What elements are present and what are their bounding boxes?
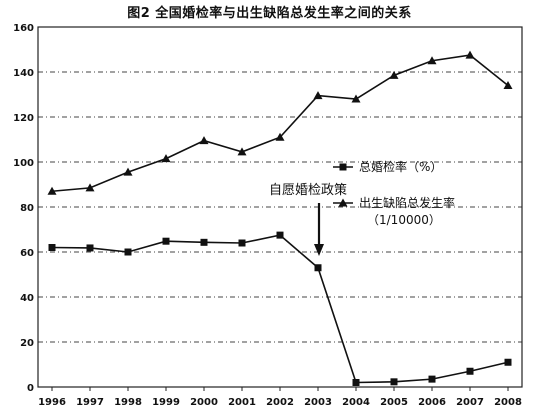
x-tick-label: 2001 xyxy=(228,397,256,408)
data-point xyxy=(199,136,209,145)
data-point xyxy=(123,167,133,176)
y-tick-label: 20 xyxy=(20,338,34,349)
annotation-arrow-head xyxy=(314,244,324,256)
x-tick-label: 2006 xyxy=(418,397,446,408)
series-layer xyxy=(47,50,513,386)
data-point xyxy=(352,379,360,386)
data-point xyxy=(351,94,361,103)
data-point xyxy=(48,244,56,251)
data-point xyxy=(86,244,94,252)
data-point xyxy=(503,81,513,89)
x-tick-label: 2008 xyxy=(494,397,522,408)
x-tick-label: 2007 xyxy=(456,397,484,408)
legend-label: 出生缺陷总发生率 xyxy=(359,195,455,210)
y-tick-label: 140 xyxy=(13,68,34,79)
legend-label-line2: （1/10000） xyxy=(367,213,441,227)
x-tick-label: 2004 xyxy=(342,397,370,408)
data-point xyxy=(427,56,437,65)
y-tick-label: 60 xyxy=(20,248,34,259)
y-tick-label: 0 xyxy=(27,383,34,394)
data-point xyxy=(275,132,285,141)
data-point xyxy=(124,248,132,256)
data-point xyxy=(200,238,208,246)
legend-marker xyxy=(338,198,348,207)
series-birth-defect-rate xyxy=(47,50,513,195)
legend: 总婚检率（%） 出生缺陷总发生率 （1/10000） xyxy=(333,159,455,227)
data-point xyxy=(238,239,246,247)
data-point xyxy=(466,367,474,375)
data-point xyxy=(389,70,399,79)
data-point xyxy=(237,147,247,156)
x-tick-label: 1999 xyxy=(152,397,180,408)
axes xyxy=(37,26,523,391)
annotation: 自愿婚检政策 xyxy=(269,182,347,256)
x-tick-label: 1996 xyxy=(38,397,66,408)
data-point xyxy=(504,358,512,366)
legend-marker xyxy=(339,163,347,171)
data-point xyxy=(465,50,475,59)
data-point xyxy=(390,378,398,386)
data-point xyxy=(85,183,95,192)
y-tick-label: 120 xyxy=(13,113,34,124)
x-tick-label: 2003 xyxy=(304,397,332,408)
data-point xyxy=(162,237,170,245)
y-tick-labels: 0 20 40 60 80 100 120 140 160 xyxy=(13,23,34,394)
x-tick-label: 2000 xyxy=(190,397,218,408)
series-line xyxy=(51,234,509,384)
data-point xyxy=(313,91,323,100)
x-tick-label: 2005 xyxy=(380,397,408,408)
annotation-text: 自愿婚检政策 xyxy=(269,182,347,198)
x-tick-label: 2002 xyxy=(266,397,294,408)
x-tick-label: 1997 xyxy=(76,397,104,408)
y-tick-label: 80 xyxy=(20,203,34,214)
data-point xyxy=(428,375,436,383)
series-marriage-check-rate xyxy=(48,231,512,386)
data-point xyxy=(314,264,322,272)
x-tick-labels: 1996 1997 1998 1999 2000 2001 2002 2003 2004 2005… xyxy=(38,397,522,408)
data-point xyxy=(161,154,171,163)
chart-title: 图2 全国婚检率与出生缺陷总发生率之间的关系 xyxy=(127,6,412,21)
data-point xyxy=(47,186,57,195)
data-point xyxy=(276,231,284,239)
x-tick-label: 1998 xyxy=(114,397,142,408)
y-tick-label: 40 xyxy=(20,293,34,304)
legend-label: 总婚检率（%） xyxy=(359,159,442,174)
y-tick-label: 160 xyxy=(13,23,34,34)
y-tick-label: 100 xyxy=(13,158,34,169)
